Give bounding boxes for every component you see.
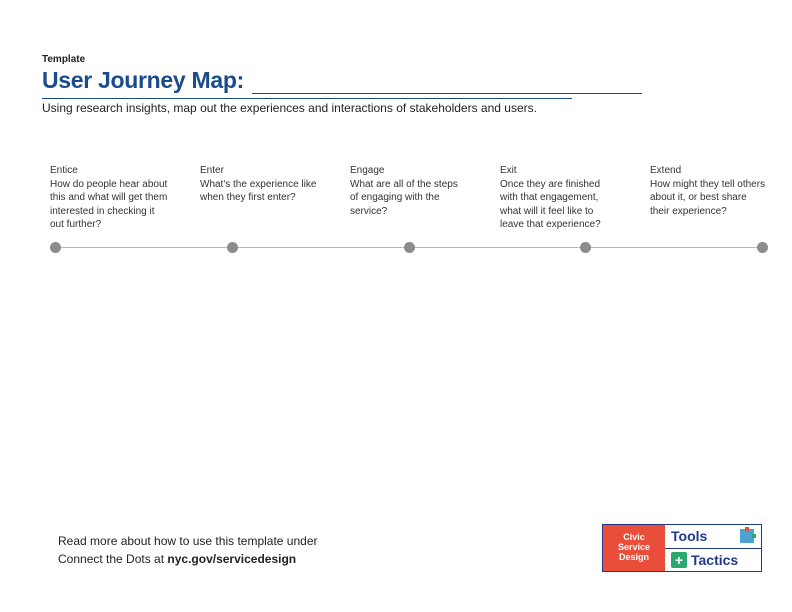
badge-left-text: Civic Service Design <box>618 533 650 563</box>
stages-row: Entice How do people hear about this and… <box>50 164 768 232</box>
footer-text: Read more about how to use this template… <box>58 532 318 568</box>
timeline-dot <box>404 242 415 253</box>
stage-desc: How do people hear about this and what w… <box>50 179 167 231</box>
header: Template User Journey Map: Using researc… <box>42 54 750 115</box>
header-divider <box>42 98 572 99</box>
stage-name: Engage <box>350 164 468 178</box>
timeline <box>50 242 768 254</box>
stage-extend: Extend How might they tell others about … <box>650 164 768 232</box>
stage-enter: Enter What's the experience like when th… <box>200 164 318 232</box>
stage-engage: Engage What are all of the steps of enga… <box>350 164 468 232</box>
stage-desc: What's the experience like when they fir… <box>200 179 316 204</box>
footer-line1: Read more about how to use this template… <box>58 532 318 550</box>
stage-name: Enter <box>200 164 318 178</box>
stage-exit: Exit Once they are finished with that en… <box>500 164 618 232</box>
timeline-dots <box>50 242 768 253</box>
stage-name: Entice <box>50 164 168 178</box>
badge-right: Tools + Tactics <box>665 525 761 571</box>
badge-row-tools: Tools <box>665 525 761 548</box>
subtitle: Using research insights, map out the exp… <box>42 101 750 115</box>
timeline-dot <box>227 242 238 253</box>
eyebrow: Template <box>42 54 750 65</box>
stage-desc: Once they are finished with that engagem… <box>500 179 601 231</box>
stage-name: Exit <box>500 164 618 178</box>
footer-link: nyc.gov/servicedesign <box>167 552 296 566</box>
puzzle-icon <box>737 526 757 546</box>
badge-left: Civic Service Design <box>603 525 665 571</box>
timeline-dot <box>50 242 61 253</box>
badge-row-label: Tools <box>671 528 733 544</box>
badge-left-line3: Design <box>618 553 650 563</box>
title-row: User Journey Map: <box>42 67 750 94</box>
stage-desc: What are all of the steps of engaging wi… <box>350 179 458 217</box>
footer-line2a: Connect the Dots at <box>58 552 167 566</box>
badge-row-tactics: + Tactics <box>665 548 761 572</box>
plus-icon: + <box>671 552 687 568</box>
civic-service-design-badge: Civic Service Design Tools + Tactics <box>602 524 762 572</box>
timeline-dot <box>580 242 591 253</box>
stage-desc: How might they tell others about it, or … <box>650 179 765 217</box>
page-title: User Journey Map: <box>42 67 244 94</box>
timeline-dot <box>757 242 768 253</box>
title-blank-line <box>252 72 642 94</box>
stage-entice: Entice How do people hear about this and… <box>50 164 168 232</box>
footer-line2: Connect the Dots at nyc.gov/servicedesig… <box>58 550 318 568</box>
stage-name: Extend <box>650 164 768 178</box>
badge-row-label: Tactics <box>691 552 761 568</box>
